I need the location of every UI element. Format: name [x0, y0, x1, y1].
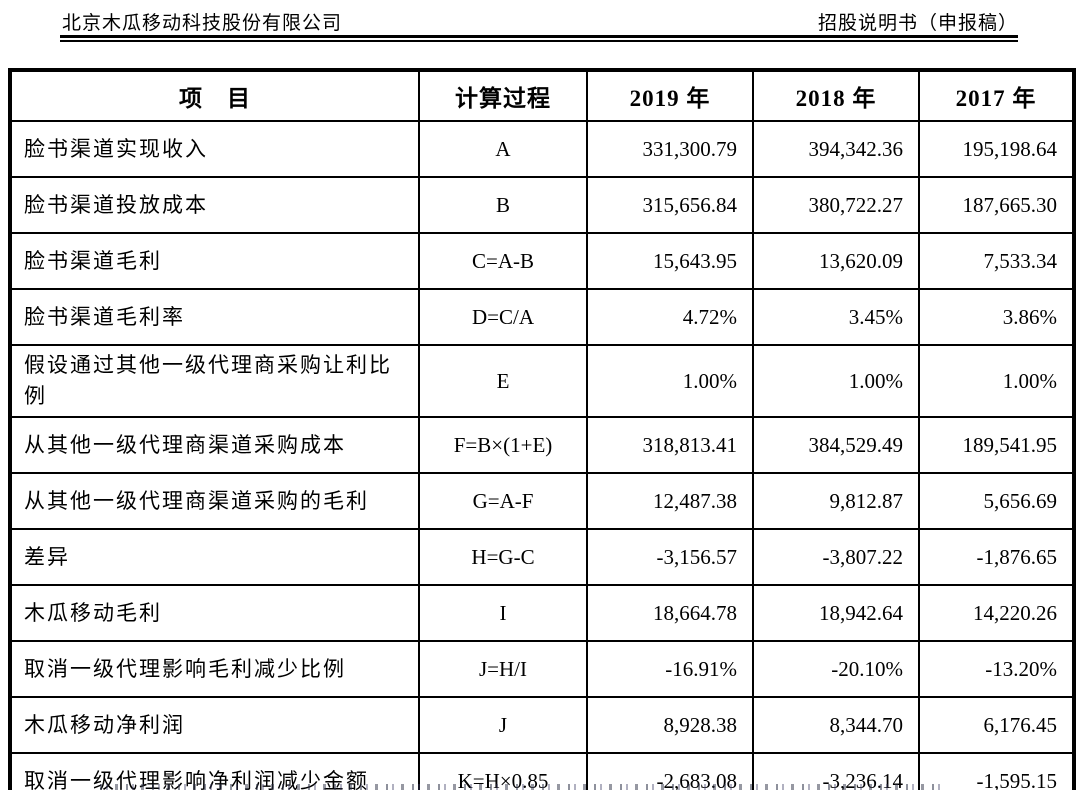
- table-row: 脸书渠道毛利率 D=C/A 4.72% 3.45% 3.86%: [9, 288, 1075, 346]
- value-2019-cell: 8,928.38: [586, 696, 754, 754]
- value-2018-cell: -3,807.22: [752, 528, 920, 586]
- value-2017-cell: 189,541.95: [918, 416, 1075, 474]
- value-2017-cell: 195,198.64: [918, 120, 1075, 178]
- col-header-2017: 2017 年: [918, 69, 1075, 122]
- formula-cell: H=G-C: [418, 528, 588, 586]
- formula-cell: I: [418, 584, 588, 642]
- value-2018-cell: 8,344.70: [752, 696, 920, 754]
- value-2019-cell: 315,656.84: [586, 176, 754, 234]
- value-2018-cell: 1.00%: [752, 344, 920, 418]
- item-cell: 脸书渠道毛利: [9, 232, 420, 290]
- item-cell: 木瓜移动毛利: [9, 584, 420, 642]
- value-2017-cell: -13.20%: [918, 640, 1075, 698]
- col-header-formula: 计算过程: [418, 69, 588, 122]
- table-row: 木瓜移动毛利 I 18,664.78 18,942.64 14,220.26: [9, 584, 1075, 642]
- value-2017-cell: 7,533.34: [918, 232, 1075, 290]
- col-header-2018: 2018 年: [752, 69, 920, 122]
- value-2017-cell: -1,595.15: [918, 752, 1075, 790]
- value-2018-cell: 9,812.87: [752, 472, 920, 530]
- value-2019-cell: 1.00%: [586, 344, 754, 418]
- value-2018-cell: 18,942.64: [752, 584, 920, 642]
- formula-cell: J: [418, 696, 588, 754]
- formula-cell: G=A-F: [418, 472, 588, 530]
- value-2017-cell: -1,876.65: [918, 528, 1075, 586]
- value-2018-cell: 380,722.27: [752, 176, 920, 234]
- item-cell: 脸书渠道毛利率: [9, 288, 420, 346]
- table-row: 脸书渠道毛利 C=A-B 15,643.95 13,620.09 7,533.3…: [9, 232, 1075, 290]
- item-cell: 假设通过其他一级代理商采购让利比 例: [9, 344, 420, 418]
- formula-cell: C=A-B: [418, 232, 588, 290]
- value-2019-cell: -3,156.57: [586, 528, 754, 586]
- value-2018-cell: -20.10%: [752, 640, 920, 698]
- formula-cell: E: [418, 344, 588, 418]
- formula-cell: J=H/I: [418, 640, 588, 698]
- value-2018-cell: -3,236.14: [752, 752, 920, 790]
- value-2018-cell: 3.45%: [752, 288, 920, 346]
- value-2017-cell: 14,220.26: [918, 584, 1075, 642]
- value-2017-cell: 187,665.30: [918, 176, 1075, 234]
- table-row: 从其他一级代理商渠道采购的毛利 G=A-F 12,487.38 9,812.87…: [9, 472, 1075, 530]
- value-2017-cell: 5,656.69: [918, 472, 1075, 530]
- item-cell: 脸书渠道投放成本: [9, 176, 420, 234]
- col-header-2019: 2019 年: [586, 69, 754, 122]
- table-row: 脸书渠道投放成本 B 315,656.84 380,722.27 187,665…: [9, 176, 1075, 234]
- col-header-item: 项 目: [9, 69, 420, 122]
- item-cell: 木瓜移动净利润: [9, 696, 420, 754]
- formula-cell: K=H×0.85: [418, 752, 588, 790]
- formula-cell: A: [418, 120, 588, 178]
- formula-cell: B: [418, 176, 588, 234]
- table-row: 从其他一级代理商渠道采购成本 F=B×(1+E) 318,813.41 384,…: [9, 416, 1075, 474]
- item-cell: 从其他一级代理商渠道采购的毛利: [9, 472, 420, 530]
- value-2019-cell: 18,664.78: [586, 584, 754, 642]
- value-2018-cell: 394,342.36: [752, 120, 920, 178]
- table-row: 脸书渠道实现收入 A 331,300.79 394,342.36 195,198…: [9, 120, 1075, 178]
- table-row: 木瓜移动净利润 J 8,928.38 8,344.70 6,176.45: [9, 696, 1075, 754]
- value-2017-cell: 6,176.45: [918, 696, 1075, 754]
- table-row: 取消一级代理影响净利润减少金额 K=H×0.85 -2,683.08 -3,23…: [9, 752, 1075, 790]
- table-row: 取消一级代理影响毛利减少比例 J=H/I -16.91% -20.10% -13…: [9, 640, 1075, 698]
- table-row: 假设通过其他一级代理商采购让利比 例 E 1.00% 1.00% 1.00%: [9, 344, 1075, 418]
- page-header: 北京木瓜移动科技股份有限公司 招股说明书（申报稿）: [62, 8, 1018, 35]
- company-name: 北京木瓜移动科技股份有限公司: [62, 13, 343, 34]
- value-2017-cell: 1.00%: [918, 344, 1075, 418]
- value-2019-cell: 331,300.79: [586, 120, 754, 178]
- facebook-channel-analysis-table: 项 目 计算过程 2019 年 2018 年 2017 年 脸书渠道实现收入 A…: [8, 68, 1076, 790]
- table-header-row: 项 目 计算过程 2019 年 2018 年 2017 年: [9, 69, 1075, 122]
- value-2019-cell: 15,643.95: [586, 232, 754, 290]
- item-cell: 取消一级代理影响毛利减少比例: [9, 640, 420, 698]
- formula-cell: D=C/A: [418, 288, 588, 346]
- formula-cell: F=B×(1+E): [418, 416, 588, 474]
- value-2018-cell: 13,620.09: [752, 232, 920, 290]
- header-divider-rule: [60, 35, 1018, 42]
- value-2019-cell: 12,487.38: [586, 472, 754, 530]
- value-2017-cell: 3.86%: [918, 288, 1075, 346]
- value-2018-cell: 384,529.49: [752, 416, 920, 474]
- document-type: 招股说明书（申报稿）: [817, 13, 1018, 34]
- item-cell: 差异: [9, 528, 420, 586]
- value-2019-cell: 4.72%: [586, 288, 754, 346]
- clipped-footnote-fragment: [100, 784, 945, 790]
- value-2019-cell: -2,683.08: [586, 752, 754, 790]
- value-2019-cell: -16.91%: [586, 640, 754, 698]
- table-row: 差异 H=G-C -3,156.57 -3,807.22 -1,876.65: [9, 528, 1075, 586]
- value-2019-cell: 318,813.41: [586, 416, 754, 474]
- item-cell: 脸书渠道实现收入: [9, 120, 420, 178]
- item-cell: 从其他一级代理商渠道采购成本: [9, 416, 420, 474]
